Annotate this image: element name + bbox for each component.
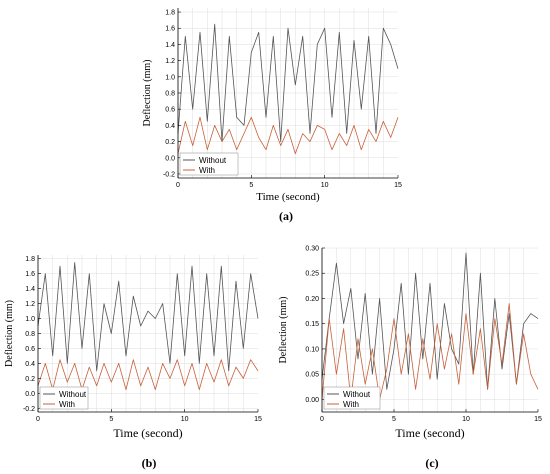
legend-label-without: Without — [59, 390, 87, 399]
panel-label: (b) — [142, 456, 157, 470]
x-tick-label: 15 — [394, 182, 402, 189]
y-tick-label: 0.25 — [305, 271, 319, 278]
series-line-with — [321, 303, 539, 400]
y-tick-label: 0.8 — [25, 331, 35, 338]
x-tick-label: 5 — [249, 182, 253, 189]
y-tick-label: 0.6 — [165, 107, 175, 114]
panel-c: 0.00 0.05 0.10 0.15 0.20 0.25 0.30 0 5 10 15 Time (… — [278, 246, 542, 471]
legend-label-with: With — [199, 166, 215, 175]
series-line-without — [37, 262, 259, 372]
legend-label-with: With — [59, 400, 75, 409]
y-tick-label: 0.2 — [165, 139, 175, 146]
y-tick-label: 0.00 — [305, 397, 319, 404]
x-axis-title: Time (second) — [256, 191, 320, 203]
x-tick-label: 15 — [254, 416, 262, 423]
y-tick-label: 0.0 — [25, 391, 35, 398]
y-tick-label: 0.8 — [165, 91, 175, 98]
y-axis-title: Deflection (mm) — [142, 60, 153, 127]
series-line-with — [37, 359, 259, 391]
x-tick-label: 5 — [109, 416, 113, 423]
y-tick-label: 0.4 — [25, 361, 35, 368]
x-tick-label: 10 — [462, 416, 470, 423]
x-tick-label: 5 — [392, 416, 396, 423]
series-line-without — [177, 23, 399, 143]
legend-label-without: Without — [343, 390, 371, 399]
y-axis-title: Deflection (mm) — [278, 297, 289, 364]
legend-label-with: With — [343, 400, 359, 409]
panel-label: (c) — [425, 456, 438, 470]
series-line-with — [177, 116, 399, 155]
panel-label: (a) — [279, 209, 293, 223]
legend-label-without: Without — [199, 156, 227, 165]
x-tick-label: 10 — [181, 416, 189, 423]
y-tick-label: 0.05 — [305, 372, 319, 379]
y-tick-label: 0.30 — [305, 246, 319, 253]
series-line-without — [321, 252, 539, 390]
y-axis-title: Deflection (mm) — [4, 300, 15, 367]
panel-b: -0.2 0.0 0.2 0.4 0.6 0.8 1.0 1.2 1.4 1.6 1.8 0 5 10 15… — [4, 255, 262, 470]
y-tick-label: 1.6 — [25, 271, 35, 278]
y-tick-label: -0.2 — [23, 406, 35, 413]
y-tick-label: 0.0 — [165, 155, 175, 162]
x-tick-label: 0 — [36, 416, 40, 423]
x-tick-label: 10 — [321, 182, 329, 189]
y-tick-label: 1.4 — [165, 42, 175, 49]
y-tick-label: 1.0 — [165, 74, 175, 81]
y-tick-label: 1.4 — [25, 286, 35, 293]
y-tick-label: -0.2 — [163, 171, 175, 178]
y-tick-label: 0.6 — [25, 346, 35, 353]
y-tick-label: 0.10 — [305, 346, 319, 353]
y-tick-label: 1.2 — [25, 301, 35, 308]
y-tick-label: 0.15 — [305, 321, 319, 328]
x-tick-label: 15 — [534, 416, 542, 423]
x-axis-title: Time (second) — [113, 426, 182, 440]
panel-a: -0.2 0.0 0.2 0.4 0.6 0.8 1.0 1.2 1.4 1.6 1.8 0 5 10 15… — [142, 8, 402, 223]
y-tick-label: 0.20 — [305, 296, 319, 303]
y-tick-label: 0.4 — [165, 123, 175, 130]
y-tick-label: 1.8 — [25, 256, 35, 263]
x-axis-title: Time (second) — [395, 426, 464, 440]
y-tick-label: 0.2 — [25, 376, 35, 383]
y-tick-label: 1.0 — [25, 316, 35, 323]
x-tick-label: 0 — [176, 182, 180, 189]
x-tick-label: 0 — [320, 416, 324, 423]
y-tick-label: 1.2 — [165, 58, 175, 65]
y-tick-label: 1.8 — [165, 10, 175, 17]
y-tick-label: 1.6 — [165, 26, 175, 33]
